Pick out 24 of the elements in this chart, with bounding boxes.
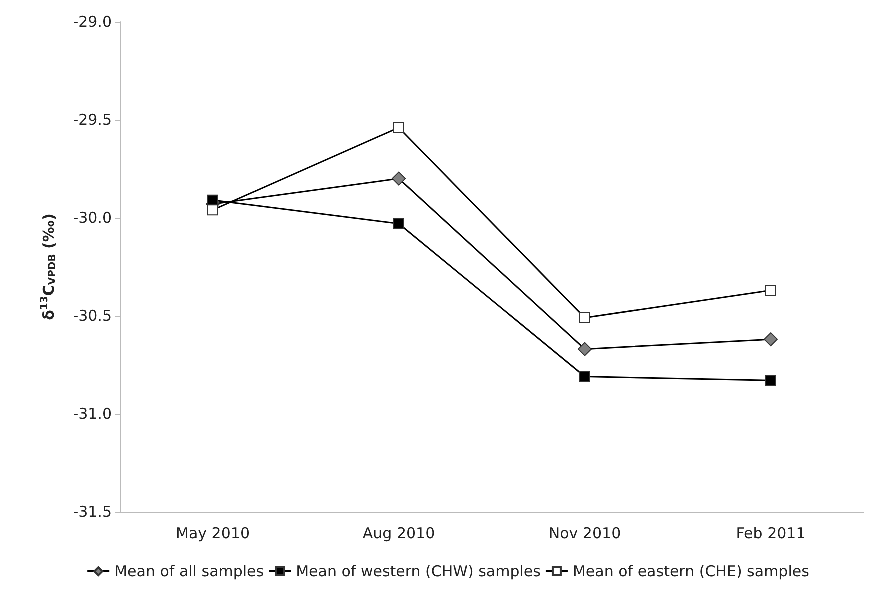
y-axis-title: δ13CVPDB (‰) [40, 214, 58, 320]
y-tick-label: -31.5 [73, 503, 112, 521]
point [578, 342, 592, 356]
point [580, 312, 590, 324]
legend-label: Mean of western (CHW) samples [296, 562, 542, 580]
point [766, 285, 776, 296]
y-tick-label: -29.0 [73, 13, 112, 31]
x-tick-label: Nov 2010 [548, 524, 622, 542]
y-tick-label: -30.0 [73, 209, 112, 227]
x-tick-label: May 2010 [176, 524, 250, 542]
y-tick-label: -29.5 [73, 111, 112, 129]
point [394, 122, 404, 134]
legend-label: Mean of all samples [114, 562, 264, 580]
y-tick-label: -31.0 [73, 405, 112, 423]
y-tick-label: -30.5 [73, 307, 112, 325]
point [392, 172, 406, 186]
x-tick-label: Feb 2011 [736, 524, 806, 542]
point [766, 375, 776, 386]
x-tick-label: Aug 2010 [362, 524, 436, 542]
point [764, 332, 778, 347]
point [208, 204, 218, 216]
point [394, 218, 404, 230]
legend-label: Mean of eastern (CHE) samples [572, 562, 810, 580]
point [580, 371, 590, 382]
